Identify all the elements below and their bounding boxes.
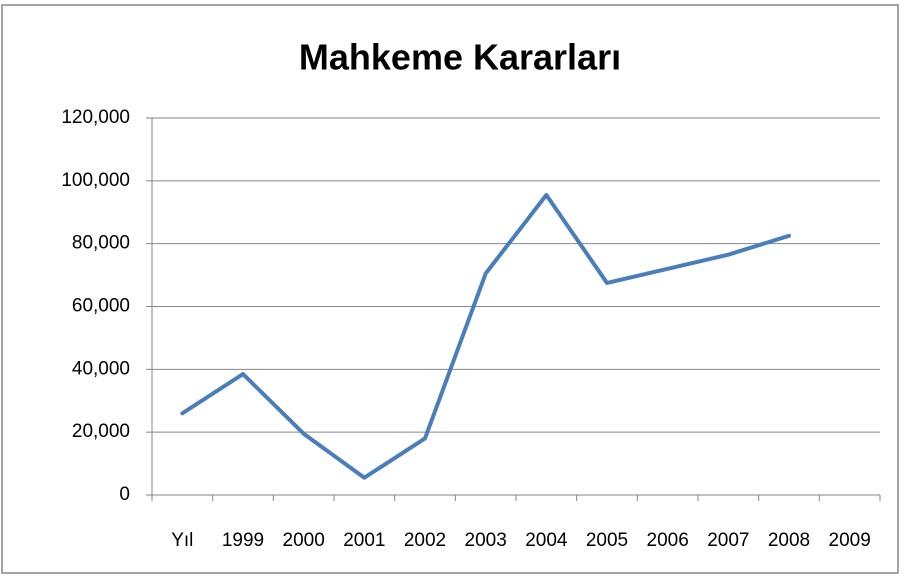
y-tick-label: 120,000: [61, 107, 130, 128]
y-tick-label: 0: [119, 484, 130, 505]
chart-title: Mahkeme Kararları: [299, 37, 621, 78]
x-tick-label: 2005: [586, 530, 628, 551]
x-tick-label: Yıl: [171, 530, 193, 551]
y-tick-label: 60,000: [72, 296, 130, 317]
x-tick-label: 1999: [222, 530, 264, 551]
chart-frame: [1, 4, 899, 574]
x-tick-label: 2007: [707, 530, 749, 551]
x-tick-label: 2002: [404, 530, 446, 551]
y-tick-label: 80,000: [72, 233, 130, 254]
x-tick-label: 2009: [829, 530, 871, 551]
y-tick-label: 40,000: [72, 358, 130, 379]
x-tick-label: 2000: [283, 530, 325, 551]
y-tick-label: 100,000: [61, 170, 130, 191]
x-tick-label: 2006: [647, 530, 689, 551]
x-tick-label: 2003: [465, 530, 507, 551]
data-line: [180, 192, 791, 480]
x-tick-label: 2001: [343, 530, 385, 551]
x-tick-label: 2004: [525, 530, 568, 551]
x-tick-label: 2008: [768, 530, 810, 551]
y-tick-label: 20,000: [72, 421, 130, 442]
